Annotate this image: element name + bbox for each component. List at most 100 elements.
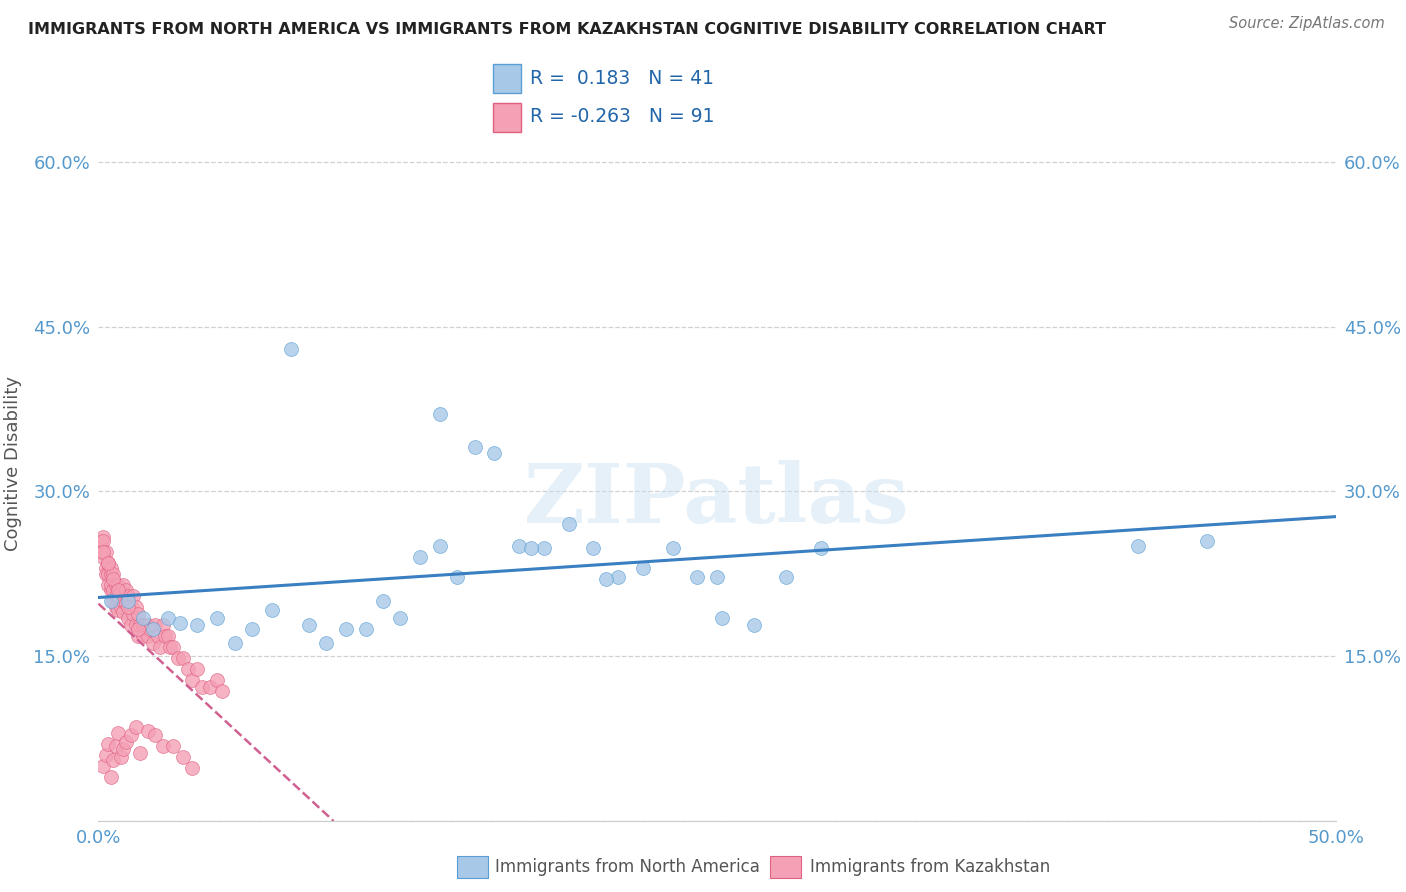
Point (742, 618, 765, 632)
Point (107, 726, 129, 740)
Point (711, 610, 734, 624)
Point (775, 570, 797, 584)
Point (298, 618, 321, 632)
Point (114, 596, 136, 610)
Point (631, 561, 654, 575)
Point (110, 585, 132, 599)
Point (117, 594, 139, 608)
Point (389, 610, 412, 624)
Point (181, 673, 204, 687)
Point (146, 629, 169, 643)
Y-axis label: Cognitive Disability: Cognitive Disability (4, 376, 22, 551)
Point (122, 589, 145, 603)
Point (172, 750, 194, 764)
Point (520, 541, 543, 556)
Point (205, 673, 228, 687)
Point (104, 739, 127, 753)
Point (156, 610, 179, 624)
Point (166, 651, 188, 665)
Point (315, 636, 337, 650)
Point (100, 561, 122, 575)
Point (120, 728, 142, 742)
Point (134, 618, 156, 632)
Point (706, 570, 728, 584)
Point (132, 610, 155, 624)
Point (429, 539, 451, 553)
Point (143, 618, 166, 632)
Point (100, 566, 122, 581)
Point (127, 607, 149, 622)
Point (114, 583, 136, 598)
Point (93, 550, 115, 565)
Point (124, 599, 146, 614)
FancyBboxPatch shape (494, 103, 522, 132)
Text: ZIPatlas: ZIPatlas (524, 459, 910, 540)
Point (129, 746, 152, 760)
Point (159, 640, 181, 655)
Point (162, 640, 184, 655)
Point (595, 572, 617, 586)
Point (156, 629, 179, 643)
Point (104, 599, 127, 614)
Point (484, 446, 506, 460)
Point (172, 651, 194, 665)
Point (97, 566, 120, 581)
Point (149, 640, 172, 655)
Point (100, 594, 122, 608)
Point (124, 720, 146, 734)
Point (132, 618, 155, 632)
Point (152, 739, 174, 753)
Point (142, 622, 165, 636)
Point (1126, 539, 1149, 553)
Point (142, 636, 165, 650)
Point (557, 517, 579, 532)
Point (107, 589, 129, 603)
Point (100, 583, 122, 598)
Point (104, 577, 127, 591)
Point (176, 662, 198, 676)
Point (110, 750, 132, 764)
Point (191, 680, 214, 694)
Point (103, 572, 125, 586)
Point (508, 539, 530, 553)
Point (97, 577, 120, 591)
Point (112, 742, 135, 756)
Point (90, 544, 112, 558)
Text: IMMIGRANTS FROM NORTH AMERICA VS IMMIGRANTS FROM KAZAKHSTAN COGNITIVE DISABILITY: IMMIGRANTS FROM NORTH AMERICA VS IMMIGRA… (28, 22, 1107, 37)
Point (155, 629, 177, 643)
Point (97, 556, 120, 570)
Point (107, 603, 129, 617)
Point (186, 618, 208, 632)
Point (107, 577, 129, 591)
Point (607, 570, 630, 584)
Point (371, 594, 394, 608)
Point (112, 594, 135, 608)
Point (94, 544, 117, 558)
Point (139, 622, 162, 636)
Point (136, 629, 159, 643)
Point (533, 541, 555, 556)
Point (136, 723, 159, 738)
Point (112, 605, 135, 619)
Point (97, 556, 120, 570)
Point (103, 594, 125, 608)
Point (104, 589, 127, 603)
Point (186, 662, 208, 676)
Point (582, 541, 605, 556)
Point (354, 622, 377, 636)
Point (240, 622, 263, 636)
Point (205, 610, 228, 624)
Text: Immigrants from Kazakhstan: Immigrants from Kazakhstan (810, 858, 1050, 876)
Text: Immigrants from North America: Immigrants from North America (495, 858, 759, 876)
Point (464, 441, 486, 455)
Point (110, 599, 132, 614)
Point (97, 737, 120, 751)
Point (143, 728, 166, 742)
Point (122, 607, 145, 622)
Point (103, 566, 125, 581)
FancyBboxPatch shape (494, 64, 522, 94)
Point (127, 629, 149, 643)
Point (93, 530, 115, 544)
Text: R =  0.183   N = 41: R = 0.183 N = 41 (530, 69, 714, 88)
Point (90, 533, 112, 548)
